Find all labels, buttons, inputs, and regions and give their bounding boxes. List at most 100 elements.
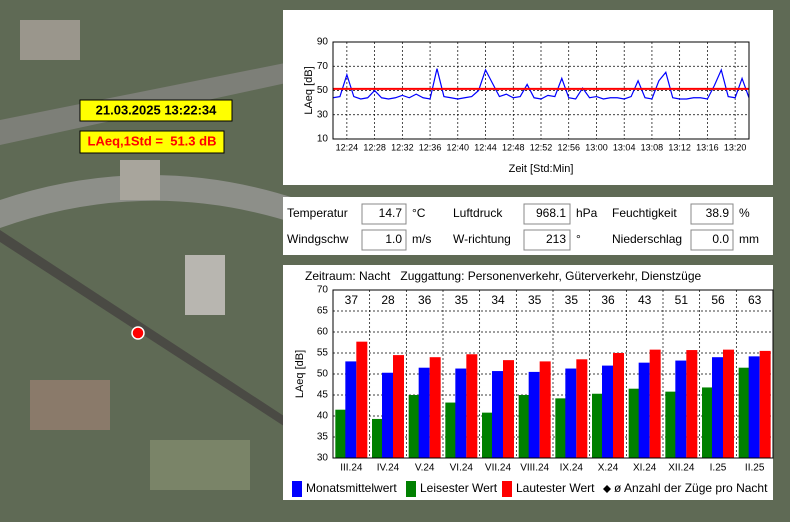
x-tick-label: XI.24 xyxy=(633,463,657,474)
train-count: 34 xyxy=(491,293,505,307)
y-tick-label: 70 xyxy=(317,61,329,72)
x-tick-label: 12:28 xyxy=(363,142,386,152)
bar xyxy=(492,371,503,458)
train-count: 56 xyxy=(711,293,725,307)
bar xyxy=(649,349,661,458)
level-label: LAeq,1Std = 51.3 dB xyxy=(88,133,217,148)
bar xyxy=(665,391,677,458)
chart-title: Zeitraum: Nacht Zuggattung: Personenverk… xyxy=(305,269,702,283)
value-box xyxy=(523,229,571,251)
y-tick-label: 60 xyxy=(317,327,329,338)
y-tick-label: 55 xyxy=(317,348,329,359)
highway xyxy=(0,175,300,228)
bar xyxy=(382,372,393,458)
bar xyxy=(528,371,540,458)
legend-label: ø Anzahl der Züge pro Nacht xyxy=(614,481,768,495)
x-tick-label: 13:08 xyxy=(641,142,664,152)
buildings xyxy=(185,255,225,315)
bar xyxy=(372,418,383,458)
x-tick-label: VIII.24 xyxy=(520,463,549,474)
weather-label: Temperatur xyxy=(287,206,348,220)
x-tick-label: IX.24 xyxy=(560,463,584,474)
weather-value: 968.1 xyxy=(536,206,566,220)
x-tick-label: 12:36 xyxy=(419,142,442,152)
weather-unit: mm xyxy=(739,232,759,246)
bar xyxy=(613,353,624,458)
noise-line xyxy=(332,68,750,100)
weather-label: Feuchtigkeit xyxy=(612,206,677,220)
y-tick-label: 50 xyxy=(317,85,329,96)
bar xyxy=(345,361,357,458)
y-axis-label: LAeq [dB] xyxy=(303,66,315,114)
x-tick-label: 13:16 xyxy=(696,142,719,152)
weather-unit: ° xyxy=(576,232,581,246)
buildings xyxy=(150,440,250,490)
bar xyxy=(675,360,687,458)
weather-unit: °C xyxy=(412,206,426,220)
bar xyxy=(518,395,530,458)
plot-frame xyxy=(332,41,750,140)
y-tick-label: 50 xyxy=(317,369,329,380)
y-tick-label: 90 xyxy=(317,37,329,48)
train-count: 37 xyxy=(345,293,359,307)
x-tick-label: 13:00 xyxy=(585,142,608,152)
x-tick-label: 12:24 xyxy=(336,142,359,152)
level-box xyxy=(79,130,225,154)
bar xyxy=(638,362,650,458)
y-tick-label: 40 xyxy=(317,411,329,422)
value-box xyxy=(361,203,407,225)
train-count: 35 xyxy=(565,293,579,307)
plot-frame xyxy=(332,289,774,459)
legend-swatch xyxy=(502,481,512,497)
train-count: 43 xyxy=(638,293,652,307)
bar xyxy=(418,367,430,458)
train-count: 51 xyxy=(675,293,689,307)
weather-unit: % xyxy=(739,206,750,220)
bar xyxy=(393,355,404,458)
weather-label: Luftdruck xyxy=(453,206,503,220)
bar xyxy=(408,395,420,458)
bar xyxy=(576,359,588,458)
weather-unit: m/s xyxy=(412,232,431,246)
bar xyxy=(503,360,514,458)
bar xyxy=(445,402,457,458)
x-tick-label: VI.24 xyxy=(450,463,474,474)
bar xyxy=(539,361,551,458)
x-tick-label: III.24 xyxy=(340,463,363,474)
x-tick-label: 12:52 xyxy=(530,142,553,152)
x-tick-label: I.25 xyxy=(710,463,727,474)
bar xyxy=(592,393,603,458)
legend-swatch xyxy=(406,481,416,497)
x-tick-label: 13:20 xyxy=(724,142,747,152)
x-tick-label: VII.24 xyxy=(485,463,512,474)
x-tick-label: IV.24 xyxy=(377,463,400,474)
x-tick-label: II.25 xyxy=(745,463,765,474)
train-count: 36 xyxy=(418,293,432,307)
train-count: 28 xyxy=(381,293,395,307)
bar xyxy=(686,350,698,458)
date-label: 21.03.2025 13:22:34 xyxy=(96,102,217,117)
weather-value: 1.0 xyxy=(385,232,402,246)
legend-swatch xyxy=(292,481,302,497)
bar xyxy=(482,412,493,458)
line-panel xyxy=(283,10,773,185)
date-box xyxy=(79,99,233,122)
train-count: 63 xyxy=(748,293,762,307)
weather-label: Niederschlag xyxy=(612,232,682,246)
legend-label: Monatsmittelwert xyxy=(306,481,397,495)
bar xyxy=(738,367,750,458)
train-count: 35 xyxy=(528,293,542,307)
train-count: 36 xyxy=(601,293,615,307)
x-tick-label: 13:04 xyxy=(613,142,636,152)
x-tick-label: 12:56 xyxy=(557,142,580,152)
x-tick-label: 12:44 xyxy=(474,142,497,152)
railway xyxy=(0,230,290,430)
y-tick-label: 35 xyxy=(317,432,329,443)
bar xyxy=(455,368,467,458)
y-axis-label: LAeq [dB] xyxy=(294,350,306,398)
y-tick-label: 10 xyxy=(317,134,329,145)
value-box xyxy=(690,203,734,225)
weather-value: 38.9 xyxy=(706,206,730,220)
x-tick-label: 12:40 xyxy=(447,142,470,152)
weather-value: 0.0 xyxy=(712,232,729,246)
